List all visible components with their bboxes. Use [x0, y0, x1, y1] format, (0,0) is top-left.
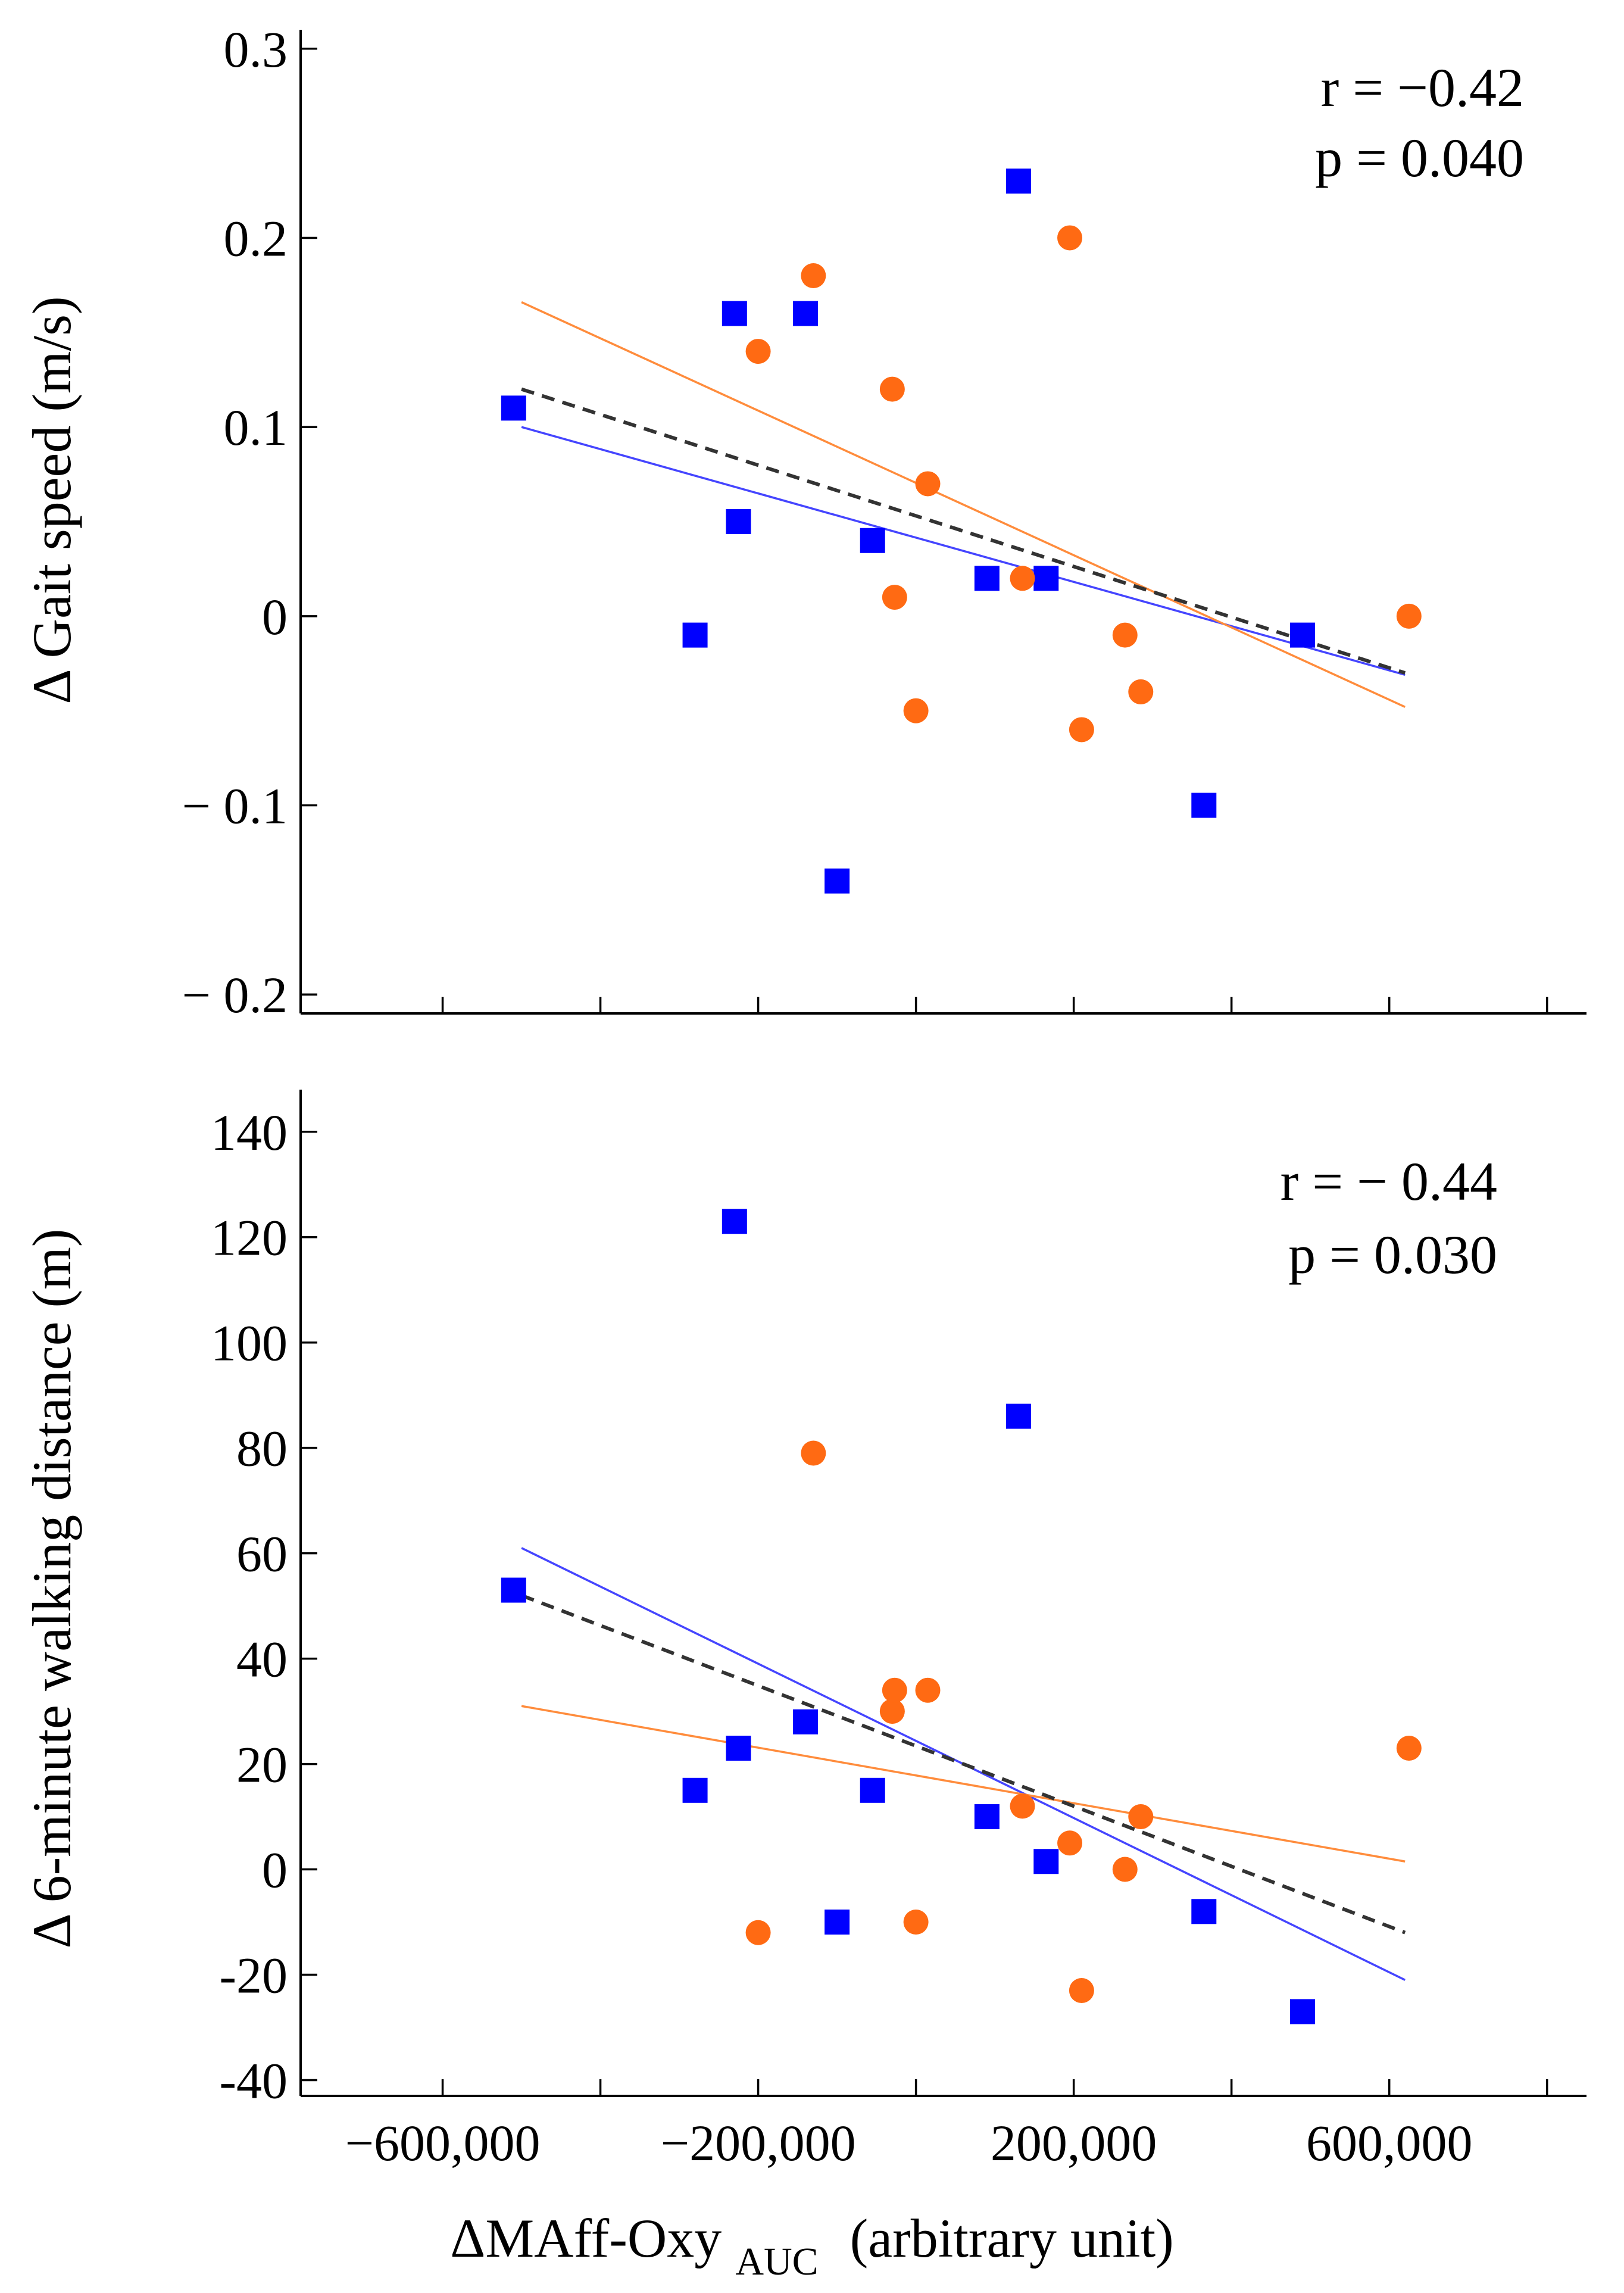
walking-distance-y-tick-label: 100 — [211, 1315, 288, 1372]
walking-distance-y-tick-label: 40 — [236, 1631, 288, 1688]
walking-distance-y-axis-title: Δ 6-minute walking distance (m) — [21, 1229, 82, 1949]
gait-speed-circle-point — [903, 698, 929, 723]
gait-speed-circle-point — [1396, 603, 1422, 629]
gait-speed-squares-fit-line — [521, 426, 1406, 676]
gait-speed-y-tick-label: 0.1 — [224, 399, 288, 456]
walking-distance-square-point — [825, 1910, 850, 1935]
gait-speed-square-point — [1005, 169, 1031, 194]
gait-speed-y-tick-label: 0.3 — [224, 21, 288, 78]
walking-distance-circle-point — [745, 1920, 771, 1945]
walking-distance-x-tick-label: −600,000 — [345, 2114, 541, 2172]
gait-speed-circle-point — [879, 376, 905, 402]
gait-speed-r-value: r = −0.42 — [1321, 57, 1524, 118]
walking-distance-y-tick-label: 60 — [236, 1525, 288, 1583]
gait-speed-circle-point — [882, 585, 907, 610]
walking-distance-overall-fit-line — [520, 1593, 1406, 1935]
gait-speed-square-point — [1191, 793, 1217, 818]
gait-speed-y-tick-label: 0 — [262, 588, 288, 645]
gait-speed-square-point — [726, 509, 751, 534]
walking-distance-square-point — [726, 1736, 751, 1761]
gait-speed-panel: r = −0.42 p = 0.040 Δ Gait speed (m/s) 0… — [21, 21, 1586, 1024]
gait-speed-square-point — [825, 868, 850, 894]
walking-distance-y-tick-label: 120 — [211, 1209, 288, 1266]
gait-speed-circle-point — [915, 471, 941, 497]
walking-distance-circle-point — [1396, 1736, 1422, 1761]
walking-distance-y-tick-label: 0 — [262, 1842, 288, 1899]
walking-distance-y-tick-label: -40 — [219, 2052, 288, 2109]
walking-distance-circle-point — [903, 1910, 929, 1935]
walking-distance-square-point — [682, 1777, 708, 1803]
walking-distance-r-value: r = − 0.44 — [1281, 1151, 1497, 1212]
walking-distance-circle-point — [1128, 1804, 1154, 1830]
walking-distance-y-tick-label: -20 — [219, 1946, 288, 2004]
gait-speed-circle-point — [801, 263, 826, 288]
walking-distance-square-point — [1289, 1999, 1315, 2024]
gait-speed-circle-point — [1128, 679, 1154, 704]
walking-distance-circle-point — [1112, 1857, 1138, 1882]
gait-speed-circle-point — [1010, 566, 1035, 591]
walking-distance-square-point — [793, 1709, 819, 1734]
walking-distance-circles-fit-line — [521, 1705, 1406, 1863]
walking-distance-y-tick-label: 20 — [236, 1736, 288, 1793]
x-axis-title-unit: (arbitrary unit) — [850, 2208, 1174, 2269]
walking-distance-square-point — [1191, 1899, 1217, 1924]
gait-speed-square-point — [974, 566, 1000, 591]
walking-distance-x-tick-label: −200,000 — [661, 2114, 856, 2172]
walking-distance-x-tick-label: 600,000 — [1306, 2114, 1473, 2172]
walking-distance-square-point — [1005, 1403, 1031, 1429]
gait-speed-square-point — [1033, 566, 1059, 591]
walking-distance-square-point — [1033, 1849, 1059, 1874]
gait-speed-square-point — [1289, 622, 1315, 648]
walking-distance-x-tick-label: 200,000 — [991, 2114, 1157, 2172]
gait-speed-square-point — [793, 301, 819, 326]
walking-distance-square-point — [974, 1804, 1000, 1830]
gait-speed-y-tick-label: − 0.2 — [182, 966, 288, 1024]
walking-distance-circle-point — [1057, 1830, 1083, 1856]
walking-distance-y-tick-label: 80 — [236, 1420, 288, 1477]
gait-speed-p-value: p = 0.040 — [1315, 127, 1524, 188]
walking-distance-square-point — [722, 1209, 747, 1234]
walking-distance-panel: r = − 0.44 p = 0.030 Δ 6-minute walking … — [21, 1090, 1586, 2172]
gait-speed-circle-point — [1069, 717, 1094, 743]
gait-speed-circle-point — [1112, 622, 1138, 648]
gait-speed-y-axis-title: Δ Gait speed (m/s) — [21, 296, 82, 704]
gait-speed-square-point — [722, 301, 747, 326]
gait-speed-circle-point — [1057, 225, 1083, 251]
gait-speed-circle-point — [745, 339, 771, 364]
walking-distance-square-point — [501, 1577, 526, 1603]
walking-distance-circle-point — [882, 1677, 907, 1703]
walking-distance-y-tick-label: 140 — [211, 1104, 288, 1161]
walking-distance-circle-point — [915, 1677, 941, 1703]
x-axis-title: ΔMAff-Oxy AUC (arbitrary unit) — [450, 2208, 1174, 2286]
walking-distance-circle-point — [801, 1440, 826, 1466]
gait-speed-circles-fit-line — [521, 301, 1406, 708]
walking-distance-circle-point — [879, 1699, 905, 1724]
walking-distance-circle-point — [1069, 1978, 1094, 2004]
gait-speed-overall-fit-line — [521, 387, 1406, 675]
x-axis-title-subscript: AUC — [735, 2240, 818, 2283]
x-axis-title-main: ΔMAff-Oxy — [450, 2208, 722, 2269]
gait-speed-square-point — [682, 622, 708, 648]
gait-speed-square-point — [860, 528, 885, 553]
gait-speed-y-tick-label: 0.2 — [224, 210, 288, 267]
gait-speed-square-point — [501, 395, 526, 421]
walking-distance-square-point — [860, 1777, 885, 1803]
walking-distance-circle-point — [1010, 1793, 1035, 1819]
walking-distance-p-value: p = 0.030 — [1288, 1224, 1497, 1285]
gait-speed-y-tick-label: − 0.1 — [182, 778, 288, 835]
